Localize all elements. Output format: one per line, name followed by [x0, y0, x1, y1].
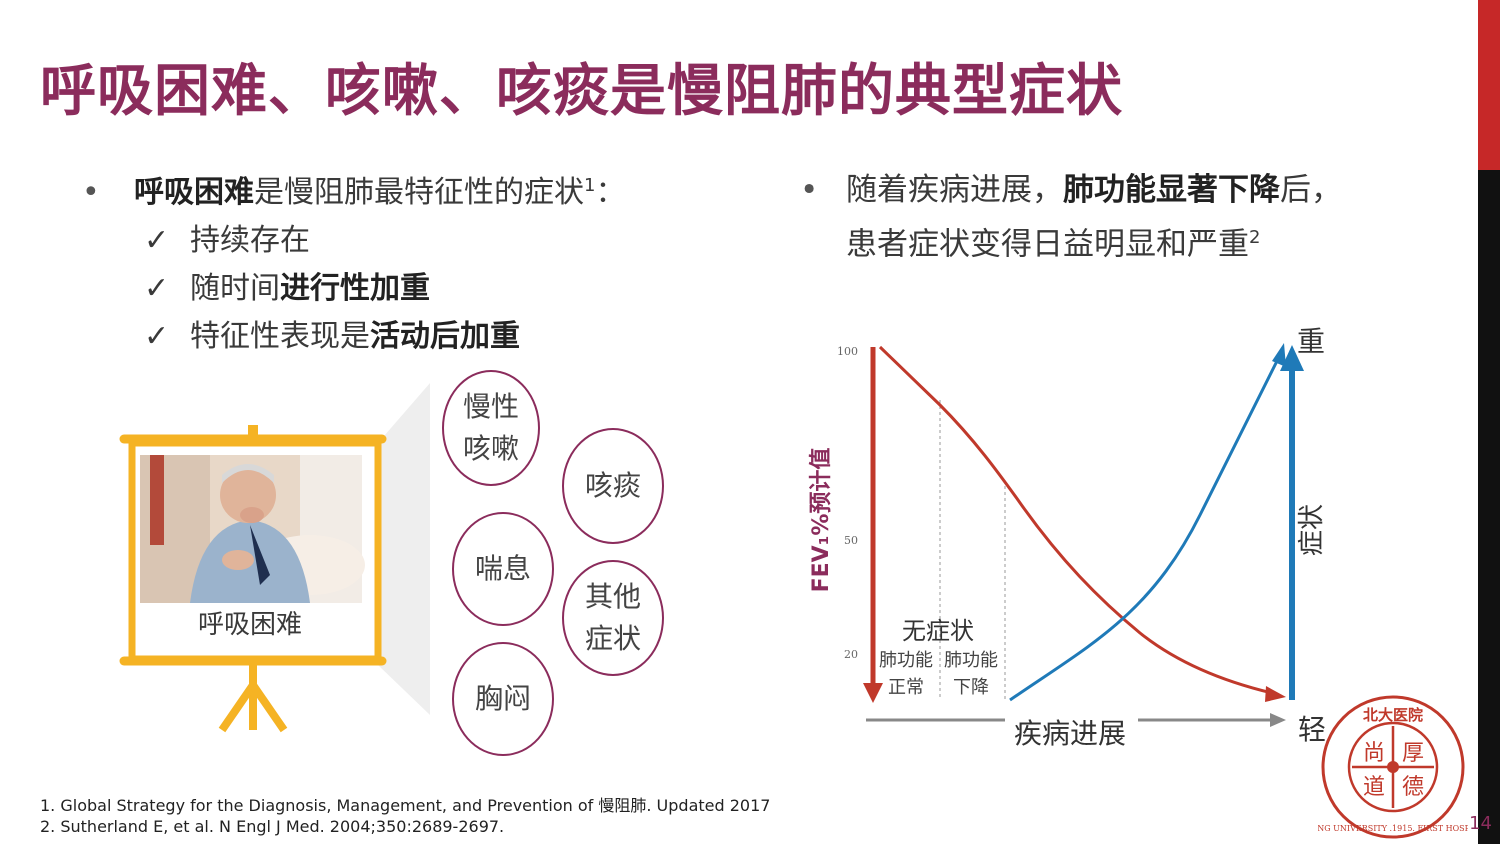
stage1-line2: 正常 — [888, 677, 924, 698]
symptom-label: 慢性 咳嗽 — [462, 390, 519, 465]
bullet-main: • 呼吸困难是慢阻肺最特征性的症状1： — [82, 162, 625, 217]
fev-curve — [878, 345, 1273, 695]
check-text: 随时间 — [190, 271, 280, 306]
check-text: 特征性表现是 — [190, 319, 370, 354]
stage2-line1: 肺功能 — [944, 650, 998, 671]
symptom-circle: 喘息 — [452, 512, 554, 626]
logo-char: 厚 — [1402, 741, 1424, 766]
stage1-line1: 肺功能 — [879, 650, 933, 671]
symptom-curve — [1009, 358, 1280, 702]
right-line-1: • 随着疾病进展，肺功能显著下降后， — [800, 166, 1342, 214]
references: 1. Global Strategy for the Diagnosis, Ma… — [40, 795, 770, 837]
checkmark-icon: ✓ — [144, 271, 170, 306]
right-bullet: • 随着疾病进展，肺功能显著下降后， 患者症状变得日益明显和严重2 — [800, 166, 1342, 268]
board-caption: 呼吸困难 — [198, 610, 302, 640]
reference-item: 2. Sutherland E, et al. N Engl J Med. 20… — [40, 817, 505, 836]
y-axis-label: FEV₁%预计值 — [808, 448, 834, 593]
hospital-logo: 北大医院 尚 厚 道 德 PEKING UNIVERSITY .1915. FI… — [1318, 695, 1468, 839]
right-line-2: 患者症状变得日益明显和严重2 — [800, 214, 1342, 268]
symptom-label: 其他 症状 — [584, 580, 641, 655]
symptom-curve-arrowhead-icon — [1272, 343, 1286, 367]
logo-char: 尚 — [1363, 741, 1385, 766]
fev-curve-arrowhead-icon — [1265, 686, 1286, 702]
bullet-bold: 呼吸困难 — [134, 175, 254, 210]
bullet-dot-icon: • — [82, 175, 100, 210]
logo-char: 德 — [1402, 775, 1424, 800]
severity-bottom-label: 轻 — [1298, 713, 1326, 746]
symptom-label: 咳痰 — [584, 469, 641, 502]
y-tick: 50 — [844, 534, 858, 547]
right-text-plain: 随着疾病进展， — [846, 172, 1063, 208]
check-bold: 进行性加重 — [280, 271, 430, 306]
checkmark-icon: ✓ — [144, 319, 170, 354]
symptom-label: 胸闷 — [474, 682, 531, 715]
symptom-axis-label: 症状 — [1297, 504, 1327, 556]
right-text-sup: 2 — [1249, 227, 1261, 248]
y-tick: 20 — [844, 648, 858, 661]
symptom-circle: 其他 症状 — [562, 560, 664, 676]
x-axis-label: 疾病进展 — [1014, 717, 1126, 750]
disease-progression-diagram: FEV₁%预计值 100 50 20 重 轻 症状 疾病进展 无症状 肺功能 正… — [808, 325, 1327, 750]
bullet-dot-icon: • — [800, 172, 819, 208]
logo-top-text: 北大医院 — [1363, 706, 1423, 724]
accent-bar-red — [1478, 0, 1500, 170]
right-text-tail: 后， — [1280, 172, 1342, 208]
logo-ring-text: PEKING UNIVERSITY .1915. FIRST HOSPITAL — [1318, 824, 1468, 833]
accent-bar-black — [1478, 170, 1500, 844]
bullet-sup: 1 — [584, 175, 596, 196]
bullet-tail: ： — [595, 175, 626, 210]
checkmark-icon: ✓ — [144, 223, 170, 258]
symptom-circle: 咳痰 — [562, 428, 664, 544]
slide-title: 呼吸困难、咳嗽、咳痰是慢阻肺的典型症状 — [40, 59, 1123, 124]
symptom-circle: 慢性 咳嗽 — [442, 370, 540, 486]
check-item: ✓ 特征性表现是活动后加重 — [82, 313, 625, 361]
symptom-label: 喘息 — [474, 552, 531, 585]
right-text-bold: 肺功能显著下降 — [1063, 172, 1280, 208]
stage-title: 无症状 — [902, 617, 974, 645]
reference-item: 1. Global Strategy for the Diagnosis, Ma… — [40, 796, 771, 815]
page-number: 14 — [1469, 813, 1492, 834]
check-item: ✓ 随时间进行性加重 — [82, 265, 625, 313]
bullet-text: 是慢阻肺最特征性的症状 — [254, 175, 584, 210]
check-item: ✓ 持续存在 — [82, 217, 625, 265]
stage2-line2: 下降 — [953, 677, 989, 698]
check-bold: 活动后加重 — [370, 319, 520, 354]
coughing-man-photo — [140, 455, 365, 603]
severity-top-label: 重 — [1297, 325, 1325, 358]
x-axis-arrow-head-icon — [1270, 713, 1286, 727]
right-text-line2: 患者症状变得日益明显和严重 — [846, 226, 1249, 263]
logo-char: 道 — [1363, 775, 1385, 800]
symptom-arrow-head-icon — [1280, 345, 1304, 371]
left-bullet-list: • 呼吸困难是慢阻肺最特征性的症状1： ✓ 持续存在 ✓ 随时间进行性加重 ✓ 特征性表… — [82, 162, 625, 361]
symptom-circle: 胸闷 — [452, 642, 554, 756]
fev-arrow-head-icon — [863, 683, 883, 703]
check-text: 持续存在 — [190, 223, 310, 258]
presentation-board-icon: 呼吸困难 — [119, 383, 430, 733]
y-tick: 100 — [837, 345, 858, 358]
